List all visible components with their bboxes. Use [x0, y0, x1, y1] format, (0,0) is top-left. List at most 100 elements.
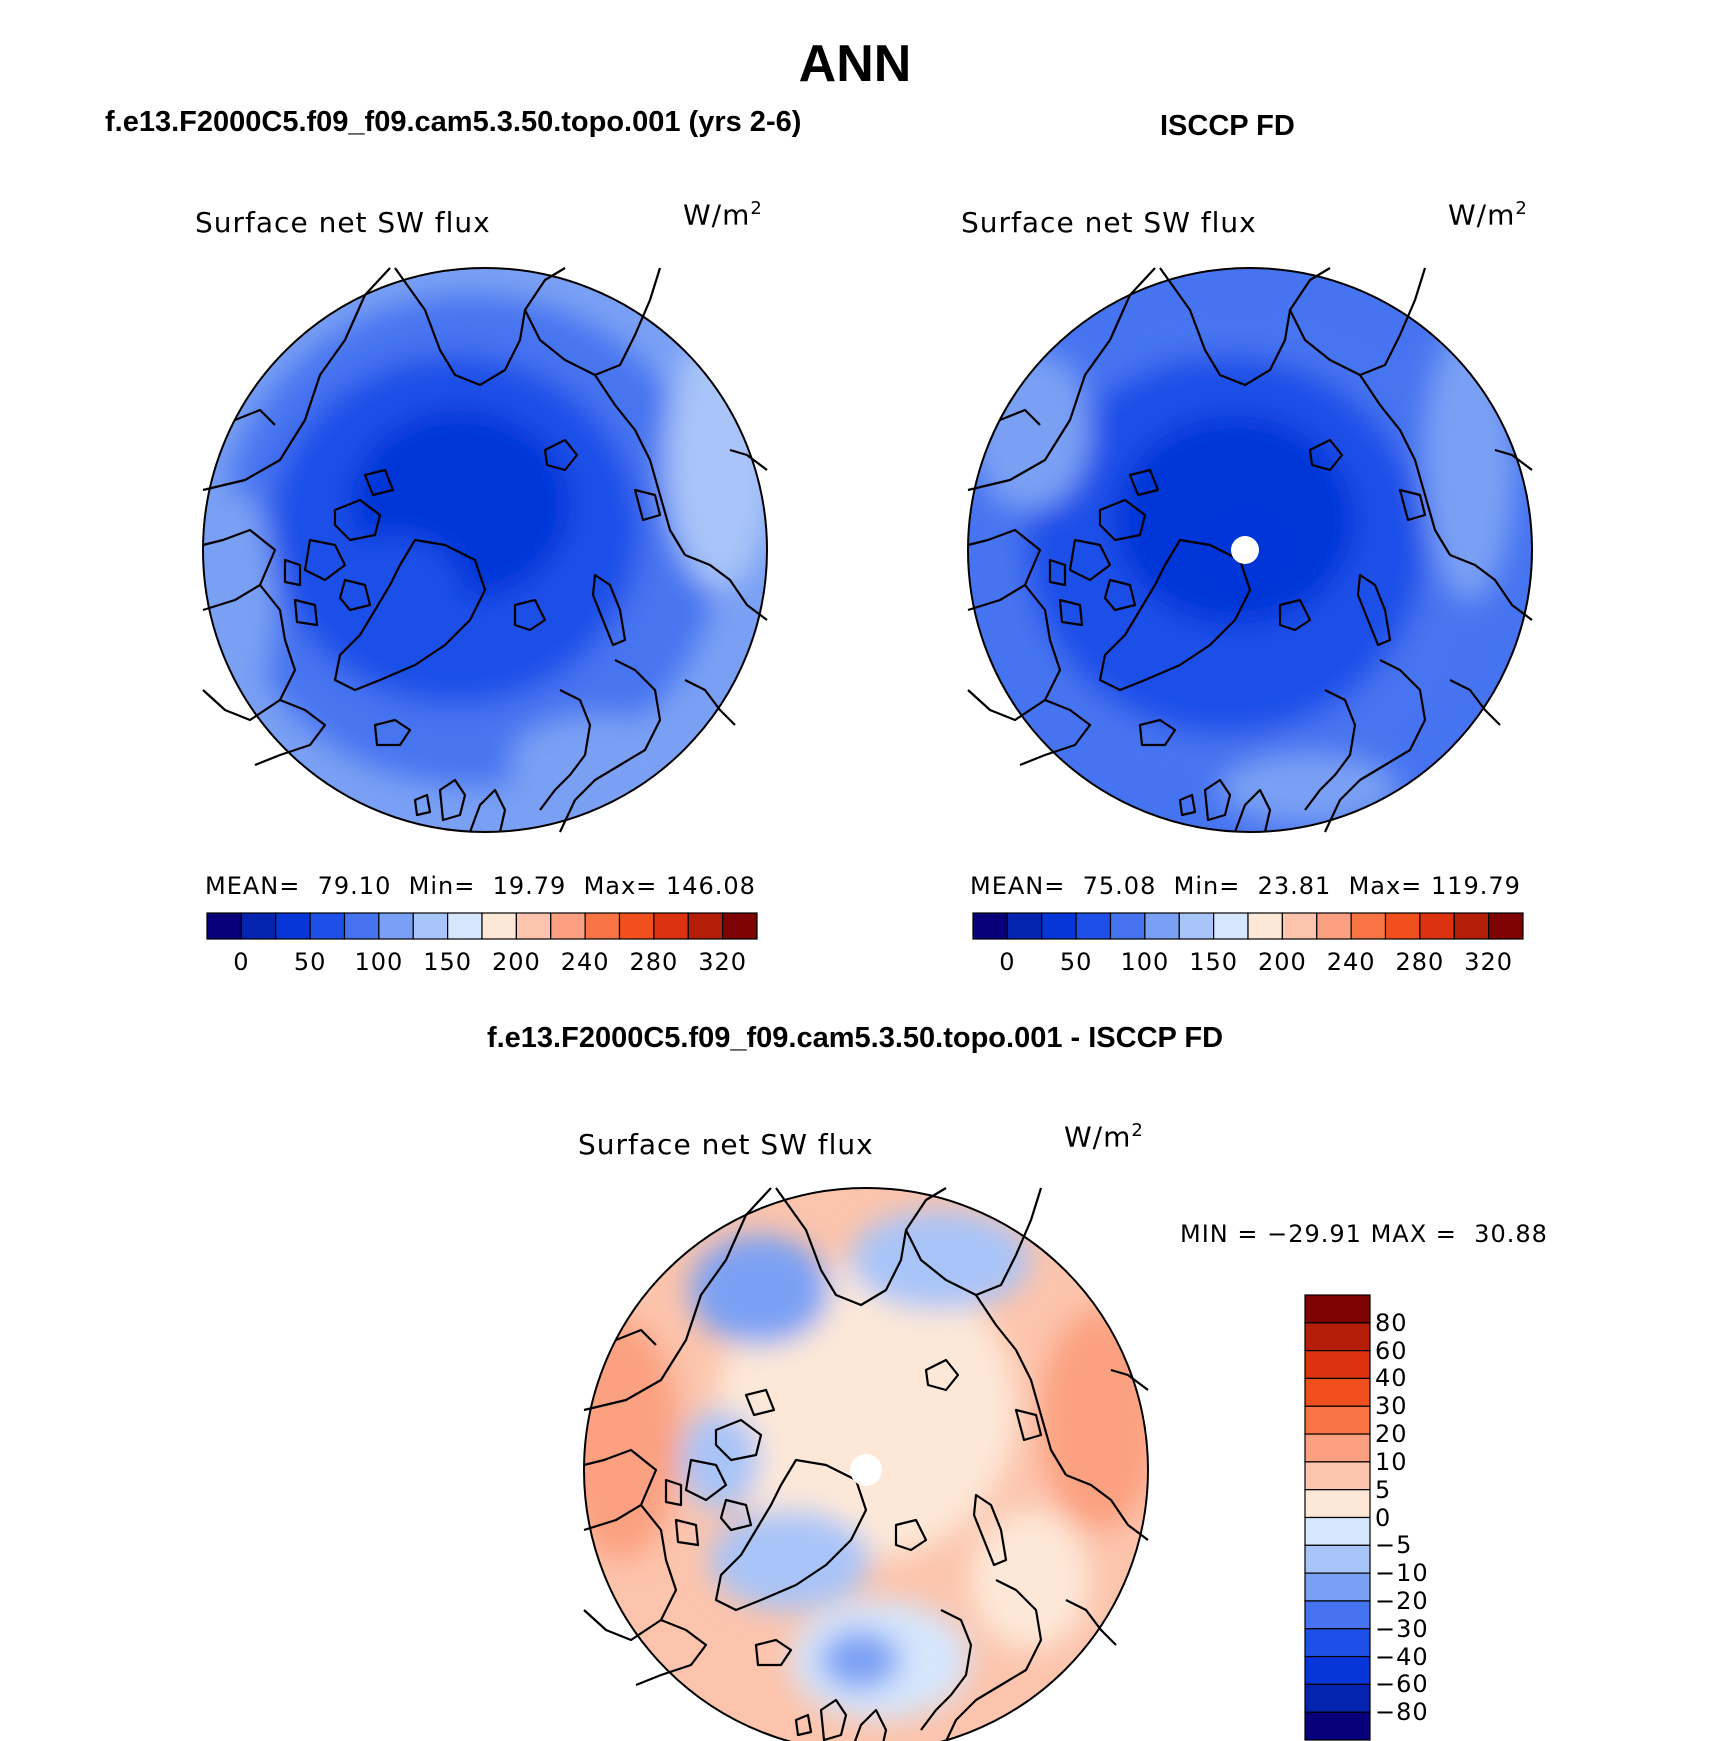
diff-colorbar	[1304, 1294, 1371, 1741]
colorbar-tick-label: −80	[1375, 1698, 1429, 1727]
colorbar-tick-label: −10	[1375, 1559, 1429, 1588]
colorbar-swatch	[275, 912, 311, 940]
colorbar-swatch	[447, 912, 483, 940]
colorbar-tick-label: 20	[1375, 1420, 1408, 1449]
colorbar-tick-label: −20	[1375, 1586, 1429, 1615]
colorbar-tick-label: 150	[423, 948, 473, 976]
colorbar-tick-label: 5	[1375, 1475, 1392, 1504]
colorbar-swatch	[1453, 912, 1490, 940]
obs-units-label: W/m2	[1448, 198, 1528, 232]
colorbar-tick-label: 280	[629, 948, 679, 976]
colorbar-tick-label: 0	[999, 948, 1016, 976]
colorbar-swatch	[722, 912, 758, 940]
diff-units-label: W/m2	[1064, 1120, 1144, 1154]
colorbar-tick-label: 280	[1395, 948, 1445, 976]
colorbar-tick-label: −60	[1375, 1670, 1429, 1699]
colorbar-swatch	[1144, 912, 1180, 940]
colorbar-tick-label: 320	[1464, 948, 1514, 976]
colorbar-tick-label: −30	[1375, 1614, 1429, 1643]
colorbar-swatch	[1304, 1600, 1371, 1630]
colorbar-swatch	[972, 912, 1008, 940]
colorbar-swatch	[1488, 912, 1524, 940]
colorbar-tick-label: 60	[1375, 1336, 1408, 1365]
obs-panel-title: ISCCP FD	[1160, 110, 1295, 142]
colorbar-tick-label: 200	[1257, 948, 1307, 976]
diff-variable-label: Surface net SW flux	[578, 1128, 874, 1161]
colorbar-swatch	[309, 912, 346, 940]
colorbar-tick-label: 240	[1326, 948, 1376, 976]
colorbar-swatch	[1213, 912, 1249, 940]
colorbar-swatch	[1109, 912, 1146, 940]
colorbar-swatch	[1350, 912, 1387, 940]
diff-panel-title: f.e13.F2000C5.f09_f09.cam5.3.50.topo.001…	[486, 1022, 1224, 1054]
colorbar-swatch	[1304, 1377, 1371, 1407]
colorbar-tick-label: 30	[1375, 1392, 1408, 1421]
colorbar-tick-label: 0	[1375, 1503, 1392, 1532]
diff-pole-hole	[850, 1454, 882, 1486]
colorbar-swatch	[618, 912, 655, 940]
colorbar-swatch	[1281, 912, 1318, 940]
case-units-label: W/m2	[683, 198, 763, 232]
colorbar-swatch	[1247, 912, 1283, 940]
colorbar-swatch	[1419, 912, 1455, 940]
colorbar-swatch	[653, 912, 689, 940]
colorbar-swatch	[1304, 1572, 1371, 1602]
obs-stats: MEAN= 75.08 Min= 23.81 Max= 119.79	[970, 872, 1521, 900]
colorbar-tick-label: 320	[698, 948, 748, 976]
case-panel-title: f.e13.F2000C5.f09_f09.cam5.3.50.topo.001…	[105, 106, 802, 138]
colorbar-swatch	[481, 912, 517, 940]
diff-map	[582, 1186, 1150, 1741]
colorbar-swatch	[1178, 912, 1215, 940]
colorbar-tick-label: 240	[560, 948, 610, 976]
colorbar-swatch	[1304, 1322, 1371, 1352]
colorbar-swatch	[206, 912, 242, 940]
colorbar-swatch	[1384, 912, 1421, 940]
colorbar-tick-label: 100	[1120, 948, 1170, 976]
colorbar-swatch	[1316, 912, 1352, 940]
colorbar-swatch	[1006, 912, 1043, 940]
case-colorbar	[206, 912, 758, 940]
colorbar-tick-label: 50	[1059, 948, 1093, 976]
colorbar-swatch	[550, 912, 586, 940]
colorbar-swatch	[1304, 1461, 1371, 1491]
colorbar-swatch	[1041, 912, 1077, 940]
colorbar-tick-label: 40	[1375, 1364, 1408, 1393]
case-variable-label: Surface net SW flux	[195, 206, 491, 239]
colorbar-swatch	[1304, 1350, 1371, 1380]
colorbar-swatch	[412, 912, 449, 940]
colorbar-swatch	[1304, 1628, 1371, 1658]
colorbar-tick-label: 10	[1375, 1447, 1408, 1476]
obs-variable-label: Surface net SW flux	[961, 206, 1257, 239]
case-stats: MEAN= 79.10 Min= 19.79 Max= 146.08	[205, 872, 756, 900]
colorbar-tick-label: −5	[1375, 1531, 1413, 1560]
colorbar-swatch	[1304, 1655, 1371, 1685]
colorbar-tick-label: 50	[293, 948, 327, 976]
diff-stats: MIN = −29.91 MAX = 30.88	[1180, 1220, 1548, 1248]
colorbar-swatch	[1304, 1433, 1371, 1463]
colorbar-tick-label: 150	[1189, 948, 1239, 976]
colorbar-swatch	[584, 912, 621, 940]
colorbar-swatch	[240, 912, 277, 940]
colorbar-tick-label: 100	[354, 948, 404, 976]
colorbar-swatch	[515, 912, 552, 940]
colorbar-swatch	[1304, 1711, 1371, 1741]
colorbar-swatch	[687, 912, 724, 940]
obs-pole-hole	[1231, 536, 1259, 564]
colorbar-swatch	[1304, 1544, 1371, 1574]
colorbar-swatch	[1304, 1516, 1371, 1546]
colorbar-swatch	[1304, 1294, 1371, 1324]
colorbar-swatch	[1304, 1405, 1371, 1435]
colorbar-swatch	[1304, 1683, 1371, 1713]
colorbar-swatch	[378, 912, 414, 940]
colorbar-swatch	[343, 912, 380, 940]
colorbar-tick-label: 0	[233, 948, 250, 976]
obs-colorbar	[972, 912, 1524, 940]
obs-map	[966, 266, 1534, 834]
colorbar-swatch	[1304, 1489, 1371, 1519]
colorbar-tick-label: −40	[1375, 1642, 1429, 1671]
colorbar-tick-label: 80	[1375, 1308, 1408, 1337]
figure-title: ANN	[798, 35, 912, 93]
colorbar-swatch	[1075, 912, 1112, 940]
colorbar-tick-label: 200	[491, 948, 541, 976]
